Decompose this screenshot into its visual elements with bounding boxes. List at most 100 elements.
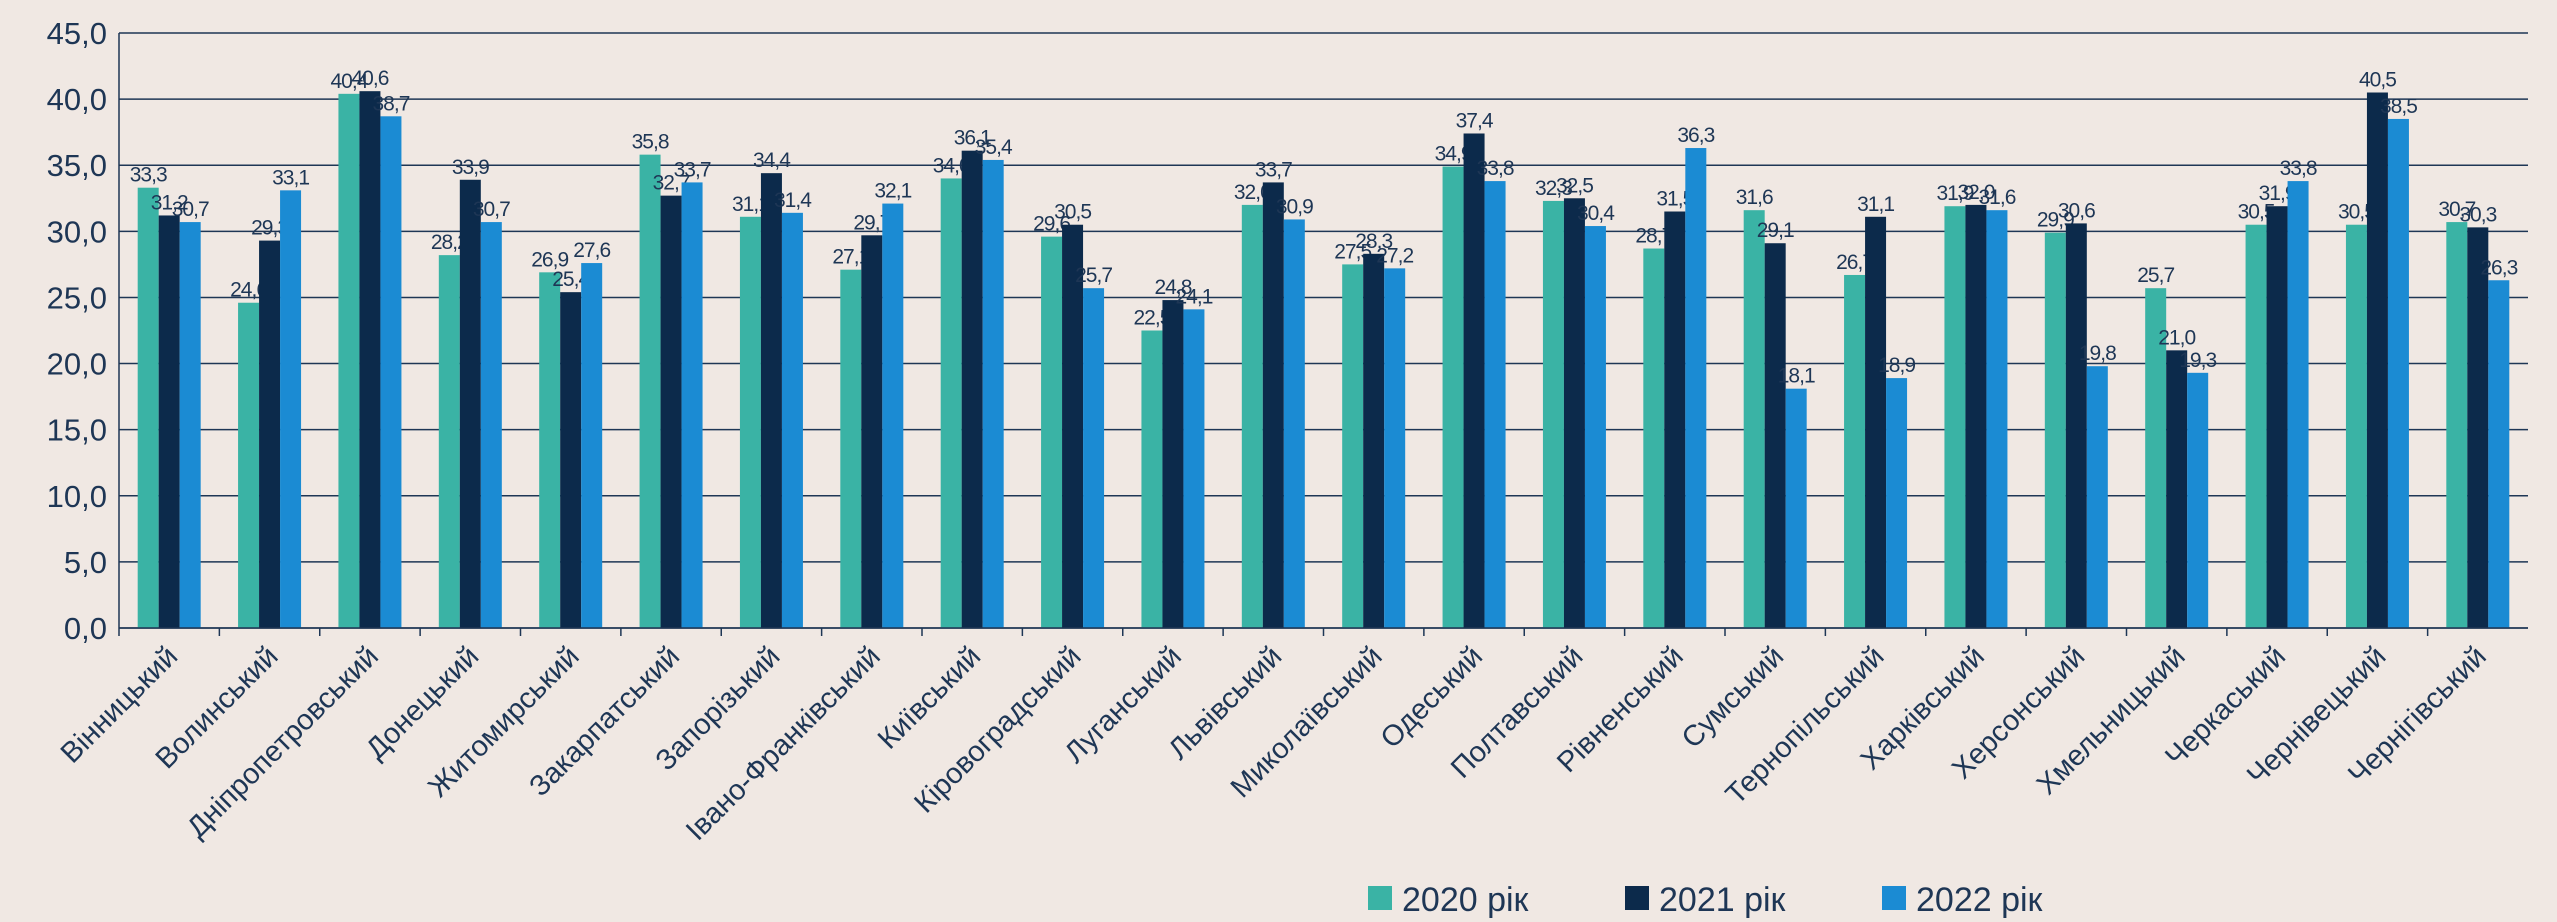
value-label: 33,9: [452, 156, 489, 179]
value-label: 40,5: [2359, 69, 2396, 92]
bar: [639, 154, 661, 628]
value-label: 24,1: [1176, 285, 1213, 308]
value-label: 38,7: [373, 92, 410, 115]
value-label: 31,5: [1656, 188, 1693, 211]
value-label: 31,4: [774, 189, 812, 212]
value-label: 38,5: [2380, 95, 2417, 118]
value-label: 34,4: [753, 149, 791, 172]
value-label: 26,3: [2480, 256, 2517, 279]
bar: [1643, 248, 1665, 628]
bar: [2166, 350, 2188, 628]
x-tick-label: Дніпропетровський: [181, 640, 385, 844]
value-label: 33,7: [674, 158, 711, 181]
value-label: 33,8: [1477, 157, 1514, 180]
bar: [359, 91, 381, 628]
value-label: 30,5: [2238, 201, 2275, 224]
bar: [1563, 198, 1585, 628]
y-tick-label: 40,0: [47, 82, 107, 117]
value-label: 31,1: [732, 193, 769, 216]
bar: [480, 222, 502, 629]
value-label: 29,1: [1757, 219, 1794, 242]
bar: [961, 150, 983, 628]
bar: [1944, 206, 1966, 628]
value-label: 32,3: [1535, 177, 1572, 200]
bar: [2287, 181, 2309, 629]
x-tick-label: Івано-Франківський: [680, 640, 887, 847]
value-label: 24,8: [1155, 276, 1192, 299]
bar: [840, 269, 862, 628]
bar: [660, 195, 682, 628]
bar: [1542, 200, 1564, 628]
value-label: 30,5: [1054, 201, 1091, 224]
y-tick-label: 30,0: [47, 214, 107, 249]
value-label: 24,6: [230, 279, 267, 302]
value-label: 31,9: [1937, 182, 1974, 205]
value-label: 21,0: [2158, 326, 2195, 349]
bar: [1886, 378, 1908, 628]
bar: [280, 190, 302, 628]
value-label: 19,3: [2179, 349, 2216, 372]
value-label: 31,9: [2259, 182, 2296, 205]
bar: [681, 182, 703, 628]
legend-label: 2020 рік: [1402, 881, 1530, 919]
value-label: 26,7: [1836, 251, 1873, 274]
bar: [1363, 253, 1385, 629]
bar: [158, 215, 180, 628]
value-label: 18,1: [1778, 365, 1815, 388]
bar: [238, 302, 260, 628]
y-tick-label: 5,0: [64, 545, 107, 580]
bar: [2245, 224, 2267, 628]
bar: [781, 212, 803, 629]
value-label: 40,6: [352, 67, 389, 90]
value-label: 32,1: [874, 180, 911, 203]
value-label: 33,3: [130, 164, 167, 187]
bar: [1463, 133, 1485, 628]
value-label: 34,9: [1435, 143, 1472, 166]
bar: [1141, 330, 1163, 628]
value-label: 32,7: [653, 172, 690, 195]
value-label: 30,3: [2459, 203, 2496, 226]
bar: [1342, 264, 1364, 628]
value-label: 36,3: [1677, 124, 1714, 147]
value-label: 34,0: [933, 154, 970, 177]
value-label: 26,9: [531, 248, 568, 271]
bar: [380, 116, 402, 629]
bar: [882, 203, 904, 629]
bar: [259, 240, 281, 629]
value-label: 35,8: [632, 131, 669, 154]
bar: [179, 222, 201, 629]
bar: [2366, 92, 2388, 628]
y-tick-label: 15,0: [47, 413, 107, 448]
legend-label: 2021 рік: [1659, 881, 1787, 919]
value-label: 32,0: [1234, 181, 1271, 204]
bar: [1664, 211, 1686, 628]
bar: [1743, 210, 1765, 628]
bar: [2187, 372, 2209, 628]
value-label: 33,1: [272, 166, 309, 189]
value-label: 27,2: [1376, 244, 1413, 267]
bar: [1865, 216, 1887, 629]
value-label: 30,4: [1577, 202, 1615, 225]
value-label: 31,1: [1857, 193, 1894, 216]
bar: [982, 159, 1004, 628]
value-label: 27,1: [832, 246, 869, 269]
bar: [1384, 268, 1406, 628]
y-tick-label: 20,0: [47, 347, 107, 382]
bar: [2065, 223, 2087, 628]
value-label: 37,4: [1456, 109, 1494, 132]
bar: [581, 263, 603, 628]
value-label: 25,7: [2137, 264, 2174, 287]
value-label: 32,0: [1958, 181, 1995, 204]
y-tick-label: 45,0: [47, 16, 107, 51]
bar: [560, 292, 582, 628]
x-tick-label: Кіровоградський: [908, 640, 1087, 819]
bar: [1183, 309, 1205, 628]
value-label: 31,6: [1736, 186, 1773, 209]
bar: [2446, 222, 2468, 629]
legend-swatch: [1882, 886, 1906, 910]
bar: [2467, 227, 2489, 628]
bar: [1484, 181, 1506, 629]
value-label: 33,7: [1255, 158, 1292, 181]
bar: [1041, 236, 1063, 628]
